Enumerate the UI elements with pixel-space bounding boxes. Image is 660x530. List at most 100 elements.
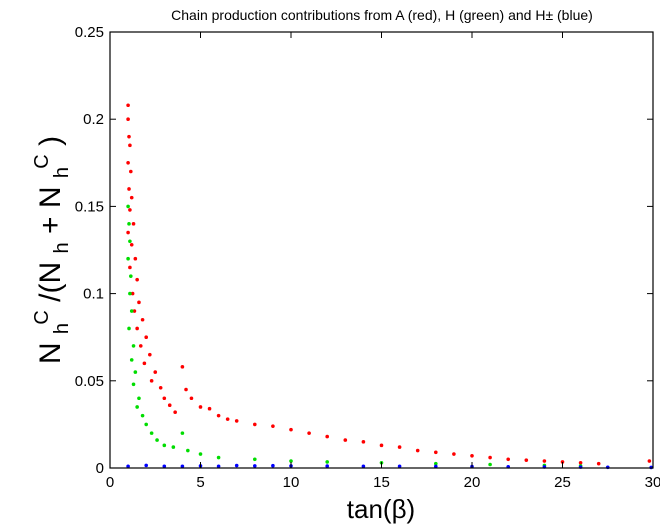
y-label-sub-h: h xyxy=(51,323,73,334)
y-label-open: /(N xyxy=(34,262,67,302)
y-tick-label-4: 0.2 xyxy=(83,111,104,128)
data-point-1-5 xyxy=(128,291,132,296)
data-point-0-52 xyxy=(506,457,511,462)
data-points xyxy=(126,103,653,470)
data-point-0-50 xyxy=(470,453,474,458)
data-point-0-6 xyxy=(127,187,131,191)
data-point-0-9 xyxy=(131,222,136,226)
x-tick-label-6: 30 xyxy=(645,474,660,491)
data-point-1-0 xyxy=(126,204,130,209)
x-tick-label-4: 20 xyxy=(464,474,481,491)
data-point-0-13 xyxy=(128,265,132,270)
y-axis-label: N h C /(N h + N h C ) xyxy=(22,136,75,364)
data-point-0-56 xyxy=(578,460,583,465)
data-point-0-55 xyxy=(560,460,565,464)
y-label-base: N xyxy=(34,342,67,364)
data-point-0-7 xyxy=(129,195,134,200)
x-tick-label-2: 10 xyxy=(283,474,300,491)
data-point-0-17 xyxy=(132,309,137,313)
data-point-0-30 xyxy=(180,365,185,369)
data-point-2-0 xyxy=(126,464,130,469)
data-point-1-21 xyxy=(186,448,190,453)
y-tick-label-0: 0 xyxy=(96,460,104,477)
data-point-2-6 xyxy=(234,463,239,468)
data-point-1-15 xyxy=(144,422,148,427)
data-point-1-7 xyxy=(127,326,131,331)
data-point-0-12 xyxy=(133,256,138,261)
data-point-2-11 xyxy=(361,464,366,469)
data-point-0-21 xyxy=(138,344,143,348)
data-point-1-17 xyxy=(155,438,159,442)
y-label-sup-c: C xyxy=(31,310,53,324)
data-point-1-16 xyxy=(149,431,154,435)
data-point-1-23 xyxy=(216,455,221,460)
data-point-0-51 xyxy=(488,455,492,460)
data-point-1-26 xyxy=(325,460,330,464)
y-tick-label-5: 0.25 xyxy=(75,24,104,41)
data-point-1-24 xyxy=(253,457,257,462)
x-axis: 0 5 10 15 20 25 30 xyxy=(106,32,660,491)
data-point-1-1 xyxy=(127,222,131,226)
y-tick-label-1: 0.05 xyxy=(75,373,104,390)
data-point-0-46 xyxy=(397,445,402,449)
data-point-0-39 xyxy=(271,424,275,428)
data-point-1-22 xyxy=(198,452,203,456)
data-point-1-29 xyxy=(488,462,492,467)
data-point-0-54 xyxy=(542,459,547,463)
data-point-1-2 xyxy=(128,239,132,244)
y-tick-label-3: 0.15 xyxy=(75,198,104,215)
data-point-0-22 xyxy=(148,352,152,357)
data-point-0-34 xyxy=(207,406,212,411)
data-point-0-42 xyxy=(325,434,330,439)
data-point-2-5 xyxy=(216,464,221,469)
data-point-1-25 xyxy=(289,459,293,463)
data-point-0-37 xyxy=(234,419,239,423)
data-point-0-41 xyxy=(307,431,311,435)
data-point-0-11 xyxy=(129,242,134,247)
data-point-1-11 xyxy=(131,382,136,387)
data-point-0-32 xyxy=(189,396,194,401)
data-point-0-4 xyxy=(126,161,130,165)
data-point-1-9 xyxy=(129,358,134,362)
data-point-0-16 xyxy=(137,300,141,305)
chart-title: Chain production contributions from A (r… xyxy=(171,7,593,23)
data-point-0-23 xyxy=(142,361,147,366)
data-point-2-1 xyxy=(144,463,148,468)
data-point-0-35 xyxy=(216,413,221,418)
data-point-0-43 xyxy=(343,438,348,442)
data-point-0-48 xyxy=(434,450,438,455)
data-point-2-7 xyxy=(253,464,257,468)
data-point-0-40 xyxy=(289,427,293,432)
data-point-0-57 xyxy=(596,461,601,466)
data-point-1-4 xyxy=(129,274,133,278)
data-point-0-45 xyxy=(379,443,384,448)
data-point-0-38 xyxy=(253,422,257,427)
x-tick-label-5: 25 xyxy=(554,474,571,491)
data-point-2-2 xyxy=(162,464,167,469)
y-label-close: ) xyxy=(34,136,67,146)
data-point-0-2 xyxy=(127,134,131,139)
data-point-0-0 xyxy=(126,103,130,108)
data-point-0-27 xyxy=(162,396,167,401)
x-tick-label-0: 0 xyxy=(106,474,114,491)
data-point-0-15 xyxy=(130,291,135,296)
data-point-1-10 xyxy=(133,370,138,374)
data-point-1-6 xyxy=(129,309,134,313)
y-label-sub-h-3: h xyxy=(51,167,73,178)
data-point-0-10 xyxy=(126,230,130,235)
data-point-0-58 xyxy=(647,459,652,463)
data-point-0-28 xyxy=(167,403,172,408)
data-point-0-53 xyxy=(524,458,529,462)
data-point-0-36 xyxy=(225,417,230,421)
x-tick-label-3: 15 xyxy=(373,474,390,491)
data-point-0-31 xyxy=(184,387,188,392)
y-tick-label-2: 0.1 xyxy=(83,286,104,303)
y-label-sup-c-2: C xyxy=(31,154,53,168)
data-point-1-12 xyxy=(137,396,141,401)
data-point-2-12 xyxy=(397,464,402,469)
y-axis: 0 0.05 0.1 0.15 0.2 0.25 xyxy=(75,24,653,477)
data-point-1-28 xyxy=(434,461,438,466)
data-point-1-3 xyxy=(126,256,130,261)
y-label-plus: + N xyxy=(34,186,67,234)
